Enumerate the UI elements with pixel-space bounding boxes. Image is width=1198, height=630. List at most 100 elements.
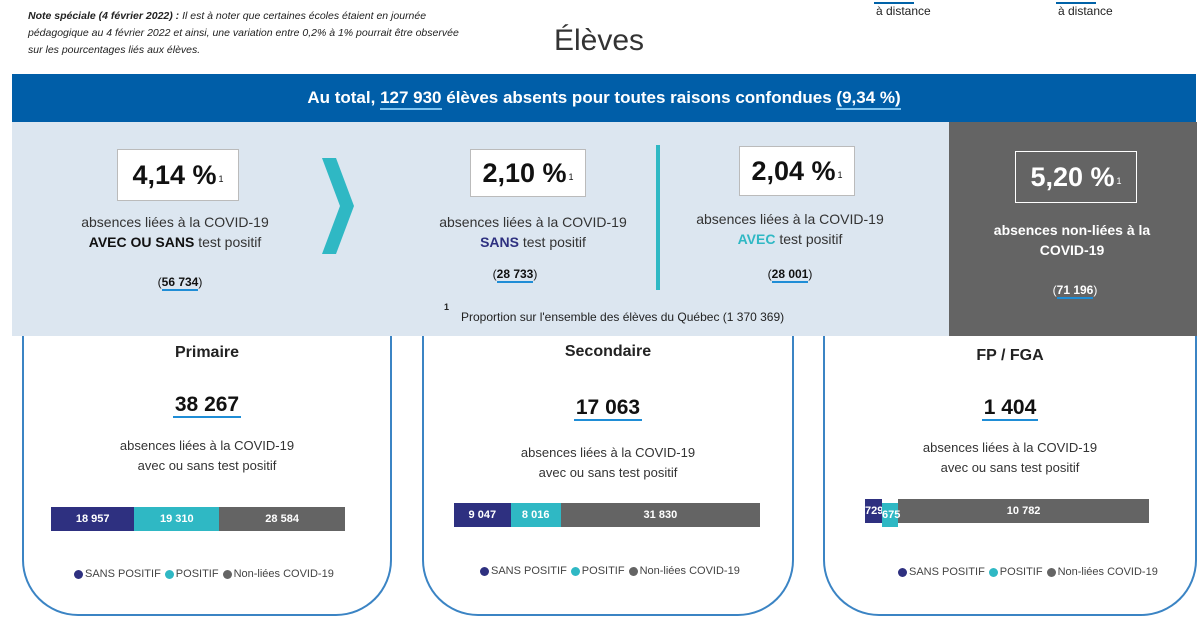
chevron-right-icon (322, 158, 354, 254)
legend-label: Non-liées COVID-19 (639, 565, 740, 577)
kpi-sans-rest: test positif (518, 234, 586, 250)
level-line2: avec ou sans test positif (137, 458, 277, 473)
banner-pct[interactable]: (9,34 %) (836, 88, 901, 110)
legend-item: POSITIF (164, 568, 219, 580)
level-line1: absences liées à la COVID-19 (520, 445, 696, 460)
level-description: absences liées à la COVID-19 avec ou san… (424, 443, 792, 483)
kpi-non-pct: 5,20 % (1030, 162, 1115, 192)
level-total-value[interactable]: 38 267 (172, 393, 242, 418)
bar-segment-sans-positif[interactable]: 9 047 (454, 503, 511, 527)
legend-dot-icon (74, 569, 83, 579)
legend-dot-icon (898, 567, 907, 577)
bar-legend: SANS POSITIF POSITIF Non-liées COVID-19 (74, 568, 338, 580)
special-note: Note spéciale (4 février 2022) : Il est … (28, 8, 468, 59)
kpi-all-pct-box: 4,14 % 1 (117, 149, 239, 201)
legend-label: SANS POSITIF (491, 565, 567, 577)
kpi-sans-pct-box: 2,10 % 1 (470, 149, 586, 197)
legend-dot-icon (1046, 567, 1056, 577)
level-total-value[interactable]: 1 404 (981, 396, 1039, 421)
legend-item: SANS POSITIF (480, 565, 567, 577)
legend-label: Non-liées COVID-19 (1057, 566, 1158, 578)
kpi-avec-count-value[interactable]: 28 001 (771, 267, 809, 283)
bar-segment-positif[interactable]: 19 310 (134, 507, 220, 531)
kpi-avec-label: absences liées à la COVID-19 AVEC test p… (670, 209, 910, 249)
level-total-value[interactable]: 17 063 (573, 396, 643, 421)
level-card-0: Primaire 38 267 absences liées à la COVI… (22, 336, 392, 616)
kpi-sans-label: absences liées à la COVID-19 SANS test p… (413, 212, 653, 252)
bar-segment-non-liees[interactable]: 10 782 (897, 499, 1150, 523)
legend-item: POSITIF (570, 565, 625, 577)
footnote-ref: 1 (1116, 176, 1122, 186)
stacked-bar: 729 675 10 782 (865, 499, 1150, 527)
legend-item: SANS POSITIF (898, 566, 985, 578)
kpi-avec-pct: 2,04 % (751, 156, 836, 186)
tab-indicator (874, 2, 914, 4)
kpi-all-pct: 4,14 % (132, 160, 217, 190)
kpi-all-count-value[interactable]: 56 734 (161, 275, 199, 291)
level-line1: absences liées à la COVID-19 (922, 440, 1098, 455)
legend-label: POSITIF (581, 565, 625, 577)
kpi-sans-line1: absences liées à la COVID-19 (439, 214, 627, 230)
bar-legend: SANS POSITIF POSITIF Non-liées COVID-19 (480, 565, 744, 577)
kpi-avec-line1: absences liées à la COVID-19 (696, 211, 884, 227)
stacked-bar: 18 957 19 310 28 584 (51, 507, 345, 531)
level-title: Primaire (174, 344, 240, 361)
level-card-2: FP / FGA 1 404 absences liées à la COVID… (823, 336, 1197, 616)
legend-item: POSITIF (988, 566, 1043, 578)
level-total: 38 267 (24, 393, 390, 418)
legend-label: SANS POSITIF (909, 566, 985, 578)
kpi-sans-count-value[interactable]: 28 733 (496, 267, 534, 283)
bar-segment-non-liees[interactable]: 31 830 (560, 503, 760, 527)
page-title: Élèves (553, 24, 645, 57)
level-description: absences liées à la COVID-19 avec ou san… (24, 436, 390, 476)
level-line1: absences liées à la COVID-19 (119, 438, 295, 453)
kpi-sans-emph: SANS (480, 234, 519, 250)
level-total: 1 404 (825, 396, 1195, 421)
level-title: FP / FGA (976, 347, 1044, 364)
level-line2: avec ou sans test positif (538, 465, 678, 480)
non-covid-panel (949, 122, 1197, 336)
special-note-text: Il est à noter que certaines écoles étai… (28, 10, 459, 56)
bar-legend: SANS POSITIF POSITIF Non-liées COVID-19 (898, 566, 1162, 578)
legend-label: POSITIF (175, 568, 219, 580)
bar-segment-positif[interactable]: 675 (881, 503, 900, 527)
kpi-avec-count: (28 001) (767, 267, 813, 283)
tab-distance-1[interactable]: à distance (874, 2, 931, 18)
kpi-non-label: absences non-liées à la COVID-19 (993, 222, 1151, 258)
stacked-bar: 9 047 8 016 31 830 (454, 503, 760, 527)
banner-prefix: Au total, (307, 88, 381, 107)
level-card-1: Secondaire 17 063 absences liées à la CO… (422, 336, 794, 616)
legend-dot-icon (628, 566, 638, 576)
kpi-non-count-value[interactable]: 71 196 (1056, 283, 1094, 299)
footnote-ref: 1 (218, 174, 224, 184)
level-total: 17 063 (424, 396, 792, 421)
legend-item: Non-liées COVID-19 (222, 568, 334, 580)
kpi-divider (656, 145, 660, 290)
legend-item: Non-liées COVID-19 (628, 565, 740, 577)
legend-item: SANS POSITIF (74, 568, 161, 580)
legend-dot-icon (988, 567, 998, 577)
legend-dot-icon (570, 566, 580, 576)
kpi-avec-rest: test positif (775, 231, 843, 247)
level-line2: avec ou sans test positif (940, 460, 1080, 475)
bar-segment-non-liees[interactable]: 28 584 (219, 507, 345, 531)
tab-distance-1-label: à distance (876, 4, 931, 18)
kpi-non-pct-box: 5,20 % 1 (1015, 151, 1137, 203)
banner-total[interactable]: 127 930 (380, 88, 442, 110)
legend-dot-icon (480, 566, 489, 576)
legend-label: Non-liées COVID-19 (233, 568, 334, 580)
legend-dot-icon (164, 569, 174, 579)
tab-distance-2[interactable]: à distance (1056, 2, 1113, 18)
kpi-all-emph: AVEC OU SANS (88, 234, 195, 250)
tab-indicator (1056, 2, 1096, 4)
bar-segment-positif[interactable]: 8 016 (510, 503, 561, 527)
footnote-text: Proportion sur l'ensemble des élèves du … (461, 310, 785, 324)
bar-segment-sans-positif[interactable]: 18 957 (51, 507, 135, 531)
kpi-all-count: (56 734) (157, 275, 203, 291)
bar-segment-sans-positif[interactable]: 729 (865, 499, 883, 523)
tab-distance-2-label: à distance (1058, 4, 1113, 18)
special-note-lead: Note spéciale (4 février 2022) : (28, 10, 180, 22)
banner-middle: élèves absents pour toutes raisons confo… (441, 88, 837, 107)
footnote-mark: 1 (444, 302, 450, 312)
legend-dot-icon (222, 569, 232, 579)
